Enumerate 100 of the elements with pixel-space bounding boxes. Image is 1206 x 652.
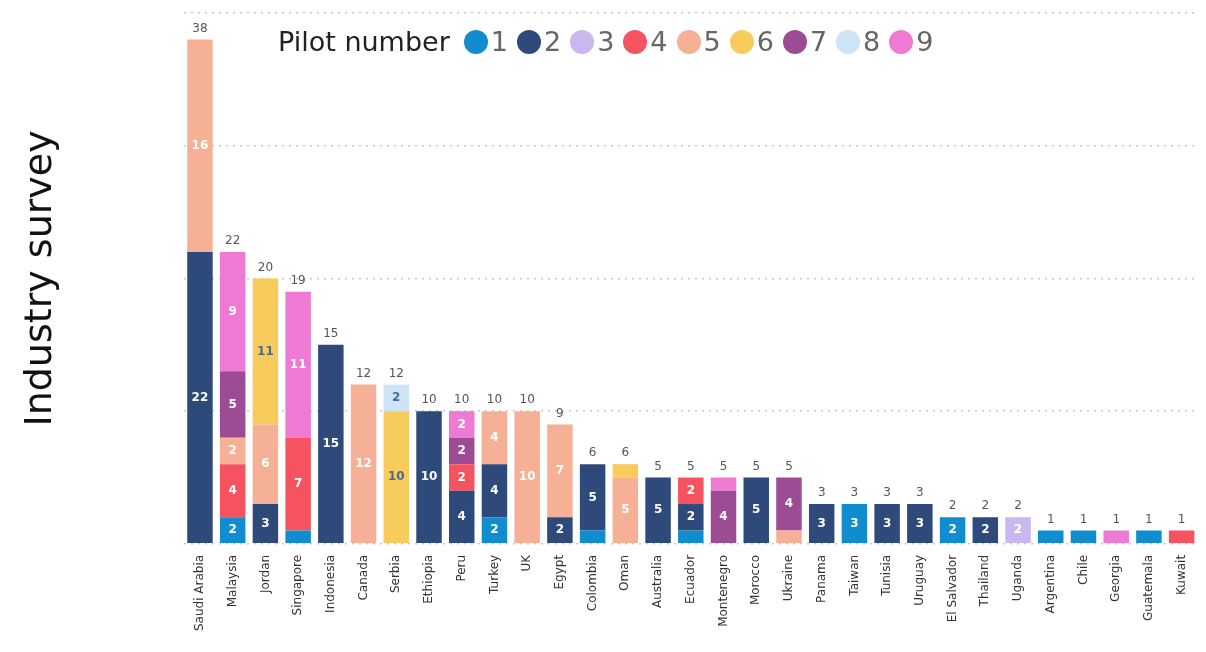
bar [219,371,246,438]
x-tick-label: Ethiopia [421,554,436,604]
data-label: 10 [420,469,438,484]
data-label: 2 [457,469,466,484]
data-label: 11 [289,356,307,371]
bar [252,424,279,505]
data-label: 22 [191,389,209,404]
bar [939,517,966,544]
bar [678,504,704,531]
total-label: 20 [257,259,274,274]
total-label: 10 [486,392,503,407]
bar [252,504,279,544]
data-label: 3 [882,515,892,530]
total-label: 10 [454,392,470,407]
bar [481,517,508,544]
bar [645,477,671,544]
bar [612,477,639,544]
x-tick-label: Uruguay [911,554,926,606]
data-label: 4 [784,496,794,511]
total-label: 1 [1145,511,1153,526]
data-label: 2 [686,482,695,497]
data-label: 9 [228,303,237,318]
bar [285,437,311,531]
x-tick-label: Oman [617,554,632,591]
legend-label: 2 [543,26,562,57]
total-label: 2 [948,498,957,513]
x-tick-label: Serbia [388,554,403,594]
bar [710,477,737,491]
bar [1070,530,1097,544]
bar [219,464,246,518]
bar [1005,517,1031,544]
total-label: 5 [785,458,793,473]
bar [907,504,933,544]
data-label: 2 [392,390,401,404]
bar [1038,530,1064,544]
total-label: 6 [621,445,630,460]
total-label: 6 [588,445,597,460]
x-tick-label: El Salvador [944,554,959,623]
x-tick-label: Jordan [257,554,272,595]
bar [416,411,442,544]
x-tick-label: Thailand [977,554,992,608]
bar [1168,530,1195,544]
total-label: 1 [1177,511,1186,526]
total-label: 5 [654,458,662,473]
total-label: 1 [1079,511,1088,526]
bar [972,517,999,544]
x-tick-label: Indonesia [322,554,337,613]
data-label: 7 [555,462,565,477]
total-label: 1 [1112,511,1121,526]
total-label: 12 [388,365,404,380]
data-label: 2 [686,509,695,524]
total-label: 19 [290,272,306,287]
x-tick-label: Ukraine [781,554,796,602]
bar [187,39,213,252]
total-label: 9 [556,405,564,420]
bar [841,504,868,544]
bar [547,424,573,518]
data-label: 6 [261,456,270,471]
legend-label: 7 [809,26,828,57]
bar [318,344,344,544]
x-tick-label: Australia [650,554,665,608]
x-tick-label: Egypt [552,554,567,590]
data-label: 5 [228,396,237,411]
x-tick-label: Kuwait [1173,554,1188,595]
total-label: 10 [421,392,437,407]
bar [449,464,475,491]
total-label: 2 [981,498,990,513]
bar [678,477,704,505]
bar [219,517,246,544]
x-tick-label: Colombia [584,554,599,612]
bar [481,411,508,465]
bar [1103,530,1129,544]
x-tick-label: Uganda [1010,554,1025,602]
data-label: 4 [719,509,728,524]
bar [187,251,213,544]
bar [579,530,606,544]
bar [514,411,540,544]
bar [579,464,606,531]
total-label: 3 [817,485,826,500]
data-label: 2 [457,443,466,458]
x-tick-label: UK [519,553,534,572]
data-label: 4 [457,509,466,524]
data-label: 2 [948,522,957,537]
legend-label: 8 [863,26,881,57]
data-label: 2 [1013,522,1023,537]
x-tick-label: Singapore [290,554,305,616]
bar [710,490,737,544]
data-label: 5 [653,502,663,517]
x-tick-label: Ecuador [682,554,697,604]
bar [350,384,377,544]
bar [252,278,279,425]
bar [776,477,802,531]
x-tick-label: Tunisia [879,554,894,597]
bar [285,291,311,438]
legend-label: 4 [650,26,668,57]
x-tick-label: Georgia [1108,554,1123,602]
data-label: 10 [518,469,536,484]
total-label: 5 [752,458,761,473]
data-label: 3 [915,515,925,530]
bar [743,477,769,544]
